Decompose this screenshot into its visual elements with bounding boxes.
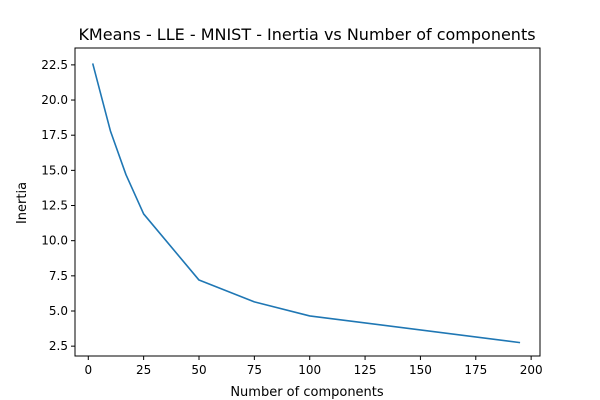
- y-tick-label: 7.5: [49, 269, 68, 283]
- x-tick-label: 175: [464, 363, 487, 377]
- y-axis-label: Inertia: [15, 182, 30, 224]
- y-tick-label: 15.0: [41, 163, 68, 177]
- plot-area: [91, 63, 521, 344]
- y-axis: 2.5 5.0 7.5 10.0 12.5 15.0 17.5 20.0 22.5: [41, 58, 75, 353]
- y-tick-label: 5.0: [49, 304, 68, 318]
- x-tick-label: 0: [84, 363, 92, 377]
- x-tick-label: 75: [247, 363, 262, 377]
- x-tick-label: 200: [520, 363, 543, 377]
- plot-frame: [74, 47, 541, 357]
- y-tick-label: 22.5: [41, 58, 68, 72]
- y-tick-label: 20.0: [41, 93, 68, 107]
- y-tick-label: 2.5: [49, 339, 68, 353]
- x-axis-label: Number of components: [230, 385, 384, 400]
- x-tick-label: 50: [191, 363, 206, 377]
- x-tick-label: 125: [354, 363, 377, 377]
- y-tick-label: 10.0: [41, 234, 68, 248]
- series-line: [91, 63, 521, 344]
- chart-title: KMeans - LLE - MNIST - Inertia vs Number…: [78, 25, 535, 44]
- x-axis: 0 25 50 75 100 125 150 175 200: [84, 356, 543, 377]
- x-tick-label: 100: [298, 363, 321, 377]
- y-tick-label: 17.5: [41, 128, 68, 142]
- x-tick-label: 150: [409, 363, 432, 377]
- y-tick-label: 12.5: [41, 199, 68, 213]
- x-tick-label: 25: [136, 363, 151, 377]
